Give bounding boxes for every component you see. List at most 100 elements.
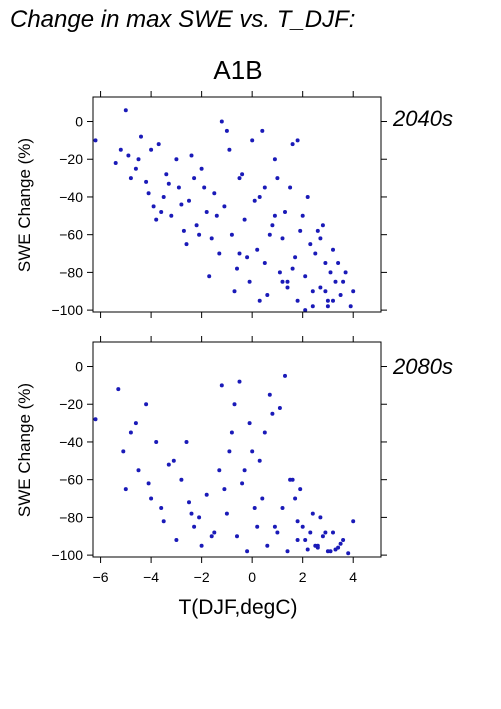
data-point-2040s: [283, 210, 287, 214]
data-point-2040s: [217, 251, 222, 256]
data-point-2040s: [209, 236, 214, 241]
data-point-2040s: [232, 289, 237, 294]
data-point-2040s: [255, 247, 260, 252]
x-tick-label: −2: [194, 569, 210, 585]
data-point-2040s: [338, 293, 343, 297]
data-point-2080s: [217, 468, 222, 473]
data-point-2040s: [214, 213, 219, 218]
data-point-2080s: [346, 551, 351, 556]
data-point-2080s: [174, 538, 179, 542]
data-point-2040s: [245, 255, 250, 260]
data-point-2040s: [242, 217, 247, 222]
data-point-2040s: [333, 279, 338, 284]
data-point-2080s: [179, 477, 184, 482]
data-point-2040s: [315, 228, 320, 233]
data-point-2080s: [351, 519, 356, 524]
data-point-2040s: [199, 166, 204, 171]
data-point-2080s: [149, 496, 154, 501]
y-tick-label-2080s: 0: [75, 359, 83, 375]
data-point-2080s: [161, 519, 166, 524]
data-point-2040s: [310, 289, 315, 294]
data-point-2080s: [121, 449, 126, 454]
data-point-2080s: [315, 545, 320, 550]
y-tick-label-2040s: −100: [51, 302, 83, 318]
data-point-2040s: [247, 279, 252, 284]
data-point-2040s: [272, 157, 277, 162]
plot-area-2080s: 0−20−40−60−80−100−6 −4 −2 0 2 4: [51, 336, 387, 585]
data-point-2040s: [144, 179, 149, 184]
y-tick-label-2080s: −20: [59, 396, 83, 412]
data-point-2040s: [252, 198, 257, 203]
data-point-2040s: [154, 217, 159, 222]
scenario-label: A1B: [213, 55, 262, 85]
data-point-2040s: [288, 185, 293, 190]
data-point-2080s: [280, 506, 285, 510]
panel-2080s: 2080s SWE Change (%) 0−20−40−60−80−100−6…: [15, 336, 453, 585]
data-point-2080s: [338, 541, 343, 546]
data-point-2040s: [303, 274, 308, 279]
data-point-2040s: [219, 119, 224, 124]
data-point-2040s: [323, 261, 328, 265]
data-point-2080s: [270, 411, 275, 416]
data-point-2040s: [348, 304, 353, 309]
data-point-2040s: [325, 298, 330, 303]
data-point-2080s: [235, 534, 239, 539]
plot-area-2040s: 0 −20 −40 −60 −80 −100: [51, 91, 387, 318]
data-point-2040s: [272, 213, 277, 218]
data-point-2080s: [265, 543, 270, 548]
data-point-2040s: [181, 228, 186, 233]
data-point-2080s: [232, 402, 237, 407]
figure-title: Change in max SWE vs. T_DJF:: [10, 6, 355, 33]
data-point-2040s: [187, 198, 191, 203]
data-point-2080s: [93, 417, 98, 422]
data-point-2080s: [275, 530, 280, 535]
data-point-2080s: [318, 515, 323, 520]
data-point-2080s: [133, 421, 138, 426]
data-point-2080s: [154, 440, 159, 444]
data-point-2080s: [224, 511, 229, 516]
plot-frame-2080s: [92, 341, 382, 558]
data-point-2080s: [288, 477, 293, 482]
data-point-2040s: [176, 185, 181, 190]
data-point-2040s: [280, 236, 285, 241]
data-point-2080s: [267, 392, 272, 397]
data-point-2040s: [295, 138, 300, 143]
data-point-2040s: [240, 172, 245, 177]
data-point-2080s: [305, 547, 310, 552]
data-point-2040s: [343, 270, 348, 275]
y-axis-label-2040s: SWE Change (%): [15, 138, 34, 272]
data-point-2080s: [144, 402, 149, 407]
data-point-2080s: [240, 481, 245, 486]
data-point-2080s: [227, 449, 232, 454]
data-point-2080s: [262, 430, 267, 435]
data-point-2080s: [323, 530, 328, 535]
data-point-2080s: [331, 530, 335, 535]
data-point-2040s: [194, 223, 199, 228]
data-point-2080s: [285, 549, 290, 554]
data-point-2080s: [298, 487, 303, 492]
y-axis-label-2080s: SWE Change (%): [15, 383, 34, 517]
data-point-2040s: [146, 191, 151, 196]
data-point-2040s: [174, 157, 179, 162]
data-point-2040s: [323, 289, 328, 294]
data-point-2080s: [257, 458, 262, 463]
data-point-2040s: [136, 157, 141, 162]
data-point-2080s: [197, 515, 202, 520]
data-point-2040s: [270, 223, 275, 228]
data-point-2080s: [300, 524, 305, 529]
data-point-2040s: [139, 134, 143, 139]
data-point-2080s: [242, 468, 247, 473]
data-point-2040s: [156, 142, 161, 147]
y-tick-label-2040s: −80: [59, 264, 83, 280]
data-point-2040s: [290, 142, 295, 147]
data-point-2040s: [222, 204, 227, 209]
data-point-2040s: [113, 161, 118, 165]
data-point-2040s: [128, 176, 133, 181]
data-point-2040s: [325, 304, 330, 309]
x-tick-label: 2: [299, 569, 307, 585]
data-point-2040s: [331, 298, 335, 303]
data-point-2040s: [237, 176, 242, 181]
data-point-2040s: [164, 172, 169, 177]
data-point-2080s: [189, 511, 194, 516]
data-point-2040s: [133, 166, 138, 171]
